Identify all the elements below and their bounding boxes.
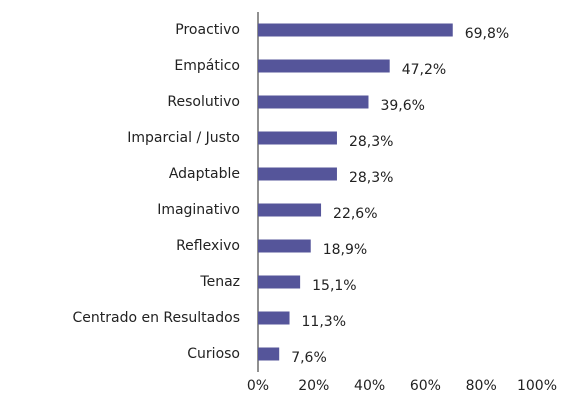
bar	[258, 275, 301, 289]
value-label: 22,6%	[333, 206, 377, 222]
y-tick-label: Resolutivo	[167, 94, 240, 110]
value-label: 47,2%	[402, 62, 446, 78]
bar	[258, 167, 337, 181]
value-label: 28,3%	[349, 134, 393, 150]
x-tick-label: 0%	[247, 378, 269, 394]
y-tick-label: Proactivo	[175, 22, 240, 38]
value-label: 11,3%	[302, 314, 346, 330]
y-tick-label: Curioso	[187, 346, 240, 362]
value-label: 28,3%	[349, 170, 393, 186]
x-tick-label: 40%	[354, 378, 385, 394]
bar	[258, 203, 322, 217]
value-label: 7,6%	[291, 350, 327, 366]
x-tick-label: 60%	[410, 378, 441, 394]
y-tick-label: Reflexivo	[176, 238, 240, 254]
y-tick-label: Imparcial / Justo	[127, 130, 240, 146]
x-tick-label: 100%	[517, 378, 557, 394]
x-tick-label: 80%	[466, 378, 497, 394]
y-tick-label: Imaginativo	[157, 202, 240, 218]
bar	[258, 131, 337, 145]
bar	[258, 23, 453, 37]
value-label: 18,9%	[323, 242, 367, 258]
y-tick-label: Adaptable	[169, 166, 240, 182]
bar	[258, 59, 390, 73]
x-tick-label: 20%	[298, 378, 329, 394]
value-label: 39,6%	[380, 98, 424, 114]
y-tick-label: Tenaz	[199, 274, 240, 290]
value-label: 69,8%	[465, 26, 509, 42]
bar	[258, 347, 280, 361]
bar	[258, 95, 369, 109]
bar	[258, 311, 290, 325]
y-tick-label: Centrado en Resultados	[72, 310, 240, 326]
y-tick-label: Empático	[174, 58, 240, 74]
value-label: 15,1%	[312, 278, 356, 294]
bar	[258, 239, 311, 253]
